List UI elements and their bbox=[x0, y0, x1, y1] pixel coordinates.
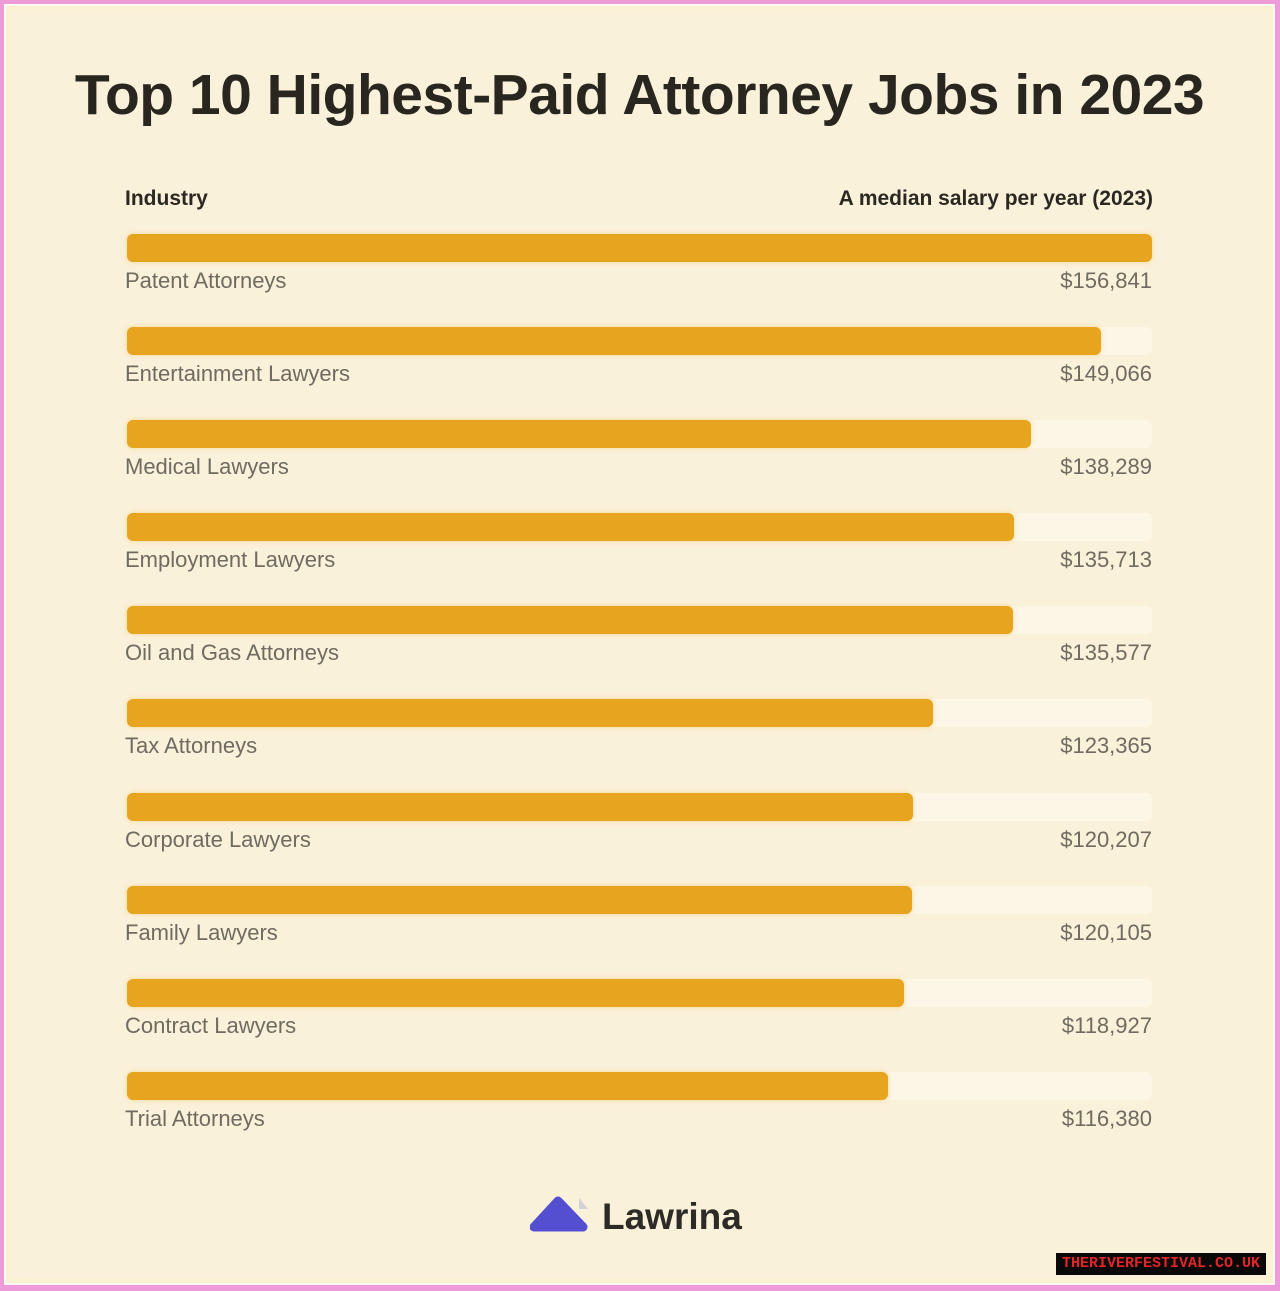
svg-text:Lawrina: Lawrina bbox=[602, 1196, 742, 1234]
